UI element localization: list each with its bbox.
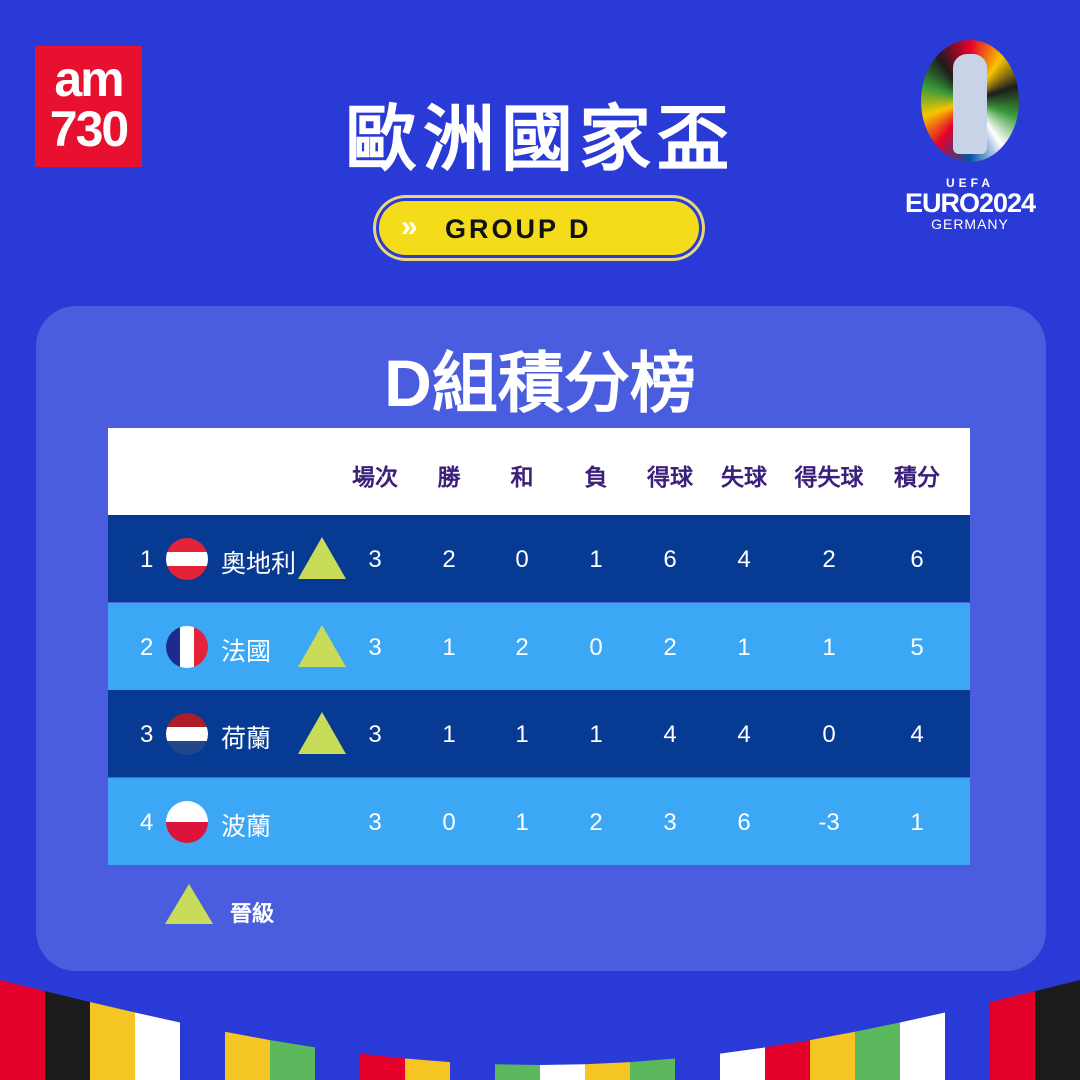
legend-label: 晉級 xyxy=(230,901,275,926)
bunting-flag xyxy=(135,1012,180,1080)
stat-cell: 2 xyxy=(442,546,456,573)
stat-cell: 4 xyxy=(910,721,924,748)
stat-cell: 3 xyxy=(368,721,382,748)
bunting-flag xyxy=(225,1031,270,1080)
column-header: 積分 xyxy=(894,464,940,490)
team-name: 波蘭 xyxy=(221,812,272,841)
stat-cell: 6 xyxy=(737,808,751,836)
team-name: 奧地利 xyxy=(221,550,297,578)
stat-cell: 0 xyxy=(442,808,456,836)
bunting-flag xyxy=(855,1022,900,1080)
stat-cell: 1 xyxy=(910,808,924,836)
stat-cell: 0 xyxy=(589,633,603,661)
bunting-flag xyxy=(720,1047,765,1080)
team-name: 法國 xyxy=(221,637,272,666)
qualified-triangle-icon xyxy=(298,624,346,667)
bunting-flag xyxy=(45,991,90,1080)
stat-cell: 1 xyxy=(589,721,603,748)
stat-cell: 4 xyxy=(737,721,751,748)
bunting-flag xyxy=(765,1040,810,1080)
stat-cell: 6 xyxy=(910,546,924,573)
stat-cell: 2 xyxy=(663,633,677,661)
stat-cell: 6 xyxy=(663,546,677,573)
austria-flag-icon xyxy=(166,538,208,580)
bunting-flag xyxy=(360,1053,405,1080)
standings-title: D組積分榜 xyxy=(384,346,696,420)
stat-cell: 3 xyxy=(368,633,382,661)
table-row: 3 荷蘭 3 1 1 1 4 4 0 4 xyxy=(108,690,970,777)
stat-cell: 2 xyxy=(515,633,529,661)
bunting-flag xyxy=(0,980,45,1080)
column-header: 失球 xyxy=(721,464,767,490)
stat-cell: 5 xyxy=(910,633,924,661)
table-header: 場次 勝 和 負 得球 失球 得失球 積分 xyxy=(108,428,970,515)
stat-cell: 1 xyxy=(515,808,529,836)
table-row: 2 法國 3 1 2 0 2 1 1 5 xyxy=(108,602,970,690)
column-header: 場次 xyxy=(352,464,398,490)
bunting-flag xyxy=(405,1058,450,1080)
qualified-triangle-icon xyxy=(298,537,346,579)
stat-cell: 3 xyxy=(368,808,382,836)
column-header: 得失球 xyxy=(794,464,864,490)
bunting-flag xyxy=(450,1062,495,1080)
standings-table: 場次 勝 和 負 得球 失球 得失球 積分 1 奧地利 3 2 0 1 6 4 2 6 2 法國 3 1 2 0 2 1 1 5… xyxy=(108,428,970,865)
bunting-flag xyxy=(270,1040,315,1080)
group-badge: » GROUP D xyxy=(376,198,702,258)
stat-cell: 1 xyxy=(515,721,529,748)
bunting-flag xyxy=(585,1062,630,1080)
column-header: 和 xyxy=(510,464,534,490)
stat-cell: 1 xyxy=(822,633,836,661)
table-row: 4 波蘭 3 0 1 2 3 6 -3 1 xyxy=(108,777,970,865)
rank: 4 xyxy=(140,808,154,836)
bunting-flag xyxy=(1035,980,1080,1080)
bunting-flag xyxy=(900,1012,945,1080)
double-chevron-icon: » xyxy=(401,210,418,243)
qualified-triangle-icon xyxy=(165,884,213,924)
rank: 3 xyxy=(140,721,154,748)
bunting-flag xyxy=(990,991,1035,1080)
stat-cell: 1 xyxy=(589,546,603,573)
poland-flag-icon xyxy=(166,800,208,843)
rank: 2 xyxy=(140,633,154,661)
stat-cell: 1 xyxy=(442,721,456,748)
stat-cell: 3 xyxy=(368,546,382,573)
stat-cell: 2 xyxy=(822,546,836,573)
euro2024-logo: UEFA EURO2024 GERMANY xyxy=(890,40,1050,255)
bunting-flag xyxy=(540,1064,585,1080)
stat-cell: 2 xyxy=(589,808,603,836)
am730-logo: am 730 xyxy=(35,46,142,167)
bunting-flag xyxy=(945,1001,990,1080)
table-row: 1 奧地利 3 2 0 1 6 4 2 6 xyxy=(108,515,970,602)
stat-cell: 4 xyxy=(737,546,751,573)
stat-cell: 1 xyxy=(737,633,751,661)
page-title: 歐洲國家盃 xyxy=(344,100,735,180)
bunting-flag xyxy=(180,1022,225,1080)
bunting-flag xyxy=(630,1058,675,1080)
bunting-flag xyxy=(315,1047,360,1080)
bunting-flag xyxy=(90,1001,135,1080)
netherlands-flag-icon xyxy=(166,713,208,755)
stat-cell: 1 xyxy=(442,633,456,661)
stat-cell: 0 xyxy=(515,546,529,573)
column-header: 得球 xyxy=(647,464,693,490)
trophy-icon xyxy=(921,40,1019,162)
bunting-flag xyxy=(810,1031,855,1080)
column-header: 負 xyxy=(584,464,608,490)
stat-cell: 0 xyxy=(822,721,836,748)
stat-cell: -3 xyxy=(818,808,840,836)
stat-cell: 3 xyxy=(663,808,677,836)
rank: 1 xyxy=(140,546,154,573)
france-flag-icon xyxy=(166,625,208,668)
qualified-triangle-icon xyxy=(298,712,346,754)
team-name: 荷蘭 xyxy=(221,725,272,753)
group-label: GROUP D xyxy=(445,214,592,244)
flag-bunting-decoration xyxy=(0,980,1080,1080)
bunting-flag xyxy=(675,1053,720,1080)
column-header: 勝 xyxy=(437,464,461,490)
stat-cell: 4 xyxy=(663,721,677,748)
bunting-flag xyxy=(495,1064,540,1080)
